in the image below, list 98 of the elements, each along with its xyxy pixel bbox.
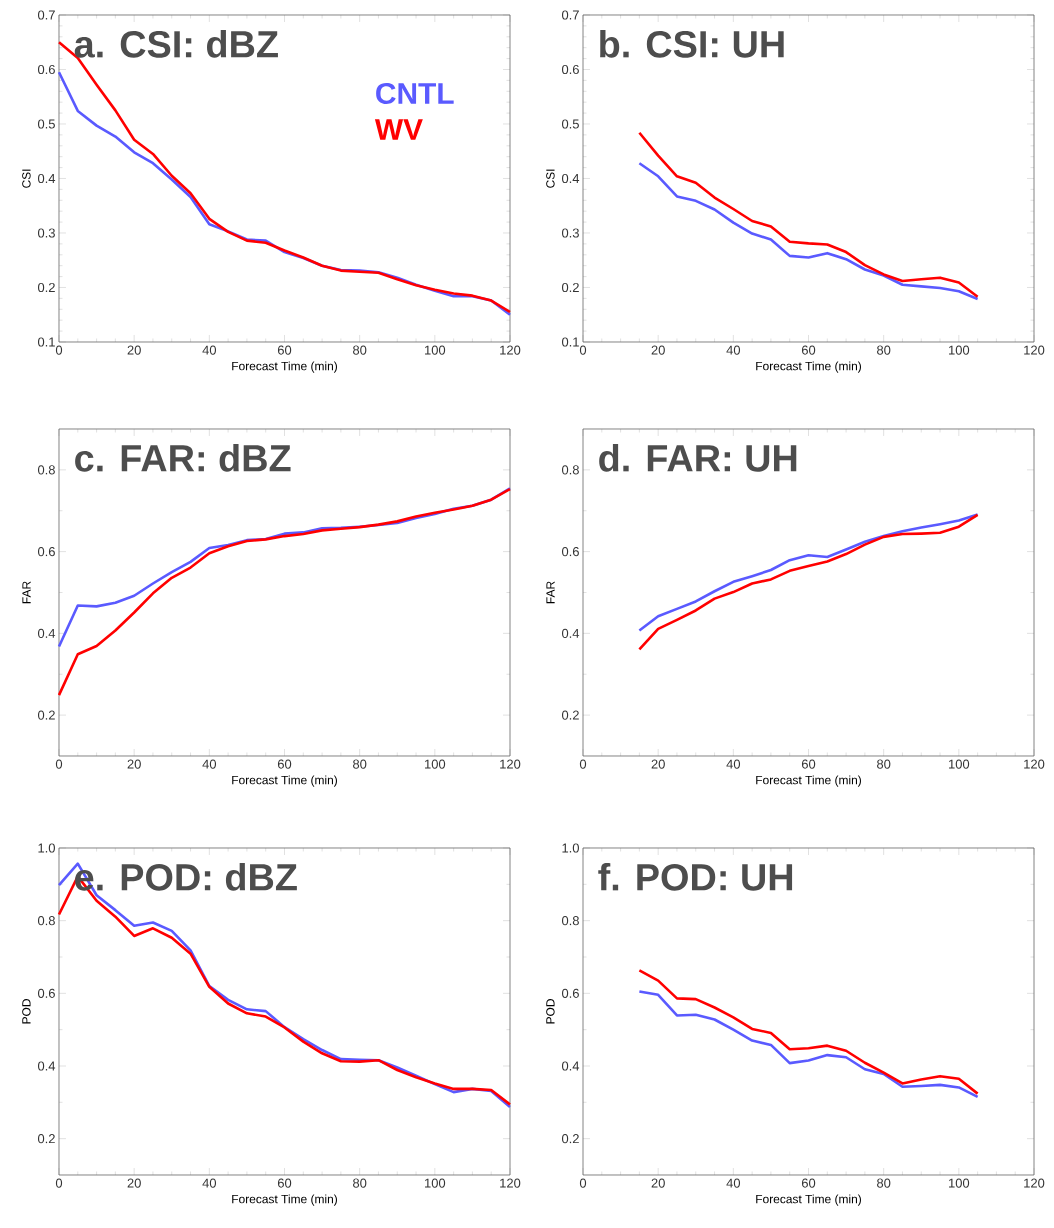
x-axis-title: Forecast Time (min) bbox=[756, 1194, 861, 1206]
y-tick-label: 0.8 bbox=[561, 465, 579, 475]
x-tick-label: 60 bbox=[801, 759, 816, 769]
x-tick-label: 0 bbox=[579, 1178, 587, 1188]
x-tick-label: 20 bbox=[127, 345, 141, 355]
x-tick-label: 20 bbox=[651, 1178, 665, 1188]
x-tick-label: 20 bbox=[651, 345, 665, 355]
x-tick-label: 40 bbox=[202, 345, 217, 355]
x-tick-label: 120 bbox=[500, 1178, 521, 1188]
line-series bbox=[638, 131, 979, 299]
x-tick-label: 80 bbox=[353, 759, 367, 769]
y-tick-label: 0.6 bbox=[561, 547, 579, 557]
x-tick-label: 20 bbox=[651, 759, 665, 769]
y-tick-label: 0.5 bbox=[37, 119, 55, 129]
y-axis-title: CSI bbox=[22, 169, 31, 188]
y-tick-label: 0.6 bbox=[37, 988, 55, 998]
x-tick-label: 0 bbox=[579, 345, 587, 355]
y-tick-label: 1.0 bbox=[38, 843, 55, 853]
y-axis-title: CSI bbox=[546, 169, 555, 188]
line-series bbox=[57, 487, 512, 697]
x-tick-label: 80 bbox=[877, 1178, 891, 1188]
x-tick-label: 40 bbox=[202, 1178, 217, 1188]
x-axis-title: Forecast Time (min) bbox=[756, 775, 861, 787]
y-tick-label: 0.1 bbox=[561, 337, 579, 347]
x-axis-title: Forecast Time (min) bbox=[232, 361, 337, 373]
y-axis-title: FAR bbox=[546, 581, 555, 604]
x-tick-label: 40 bbox=[726, 759, 741, 769]
y-tick-label: 0.4 bbox=[561, 173, 580, 184]
x-tick-label: 0 bbox=[55, 1178, 63, 1188]
chart-title: c. FAR: dBZ bbox=[75, 443, 291, 472]
x-tick-label: 60 bbox=[801, 345, 816, 355]
y-tick-label: 0.7 bbox=[561, 10, 579, 20]
x-tick-label: 40 bbox=[726, 1178, 741, 1188]
y-tick-label: 0.6 bbox=[37, 547, 55, 557]
x-axis-title: Forecast Time (min) bbox=[756, 361, 861, 373]
x-tick-label: 100 bbox=[949, 759, 970, 769]
x-tick-label: 100 bbox=[425, 345, 446, 355]
x-tick-label: 120 bbox=[1024, 1178, 1045, 1188]
x-tick-label: 80 bbox=[353, 345, 367, 355]
chart-title: b. CSI: UH bbox=[600, 29, 784, 58]
x-tick-label: 60 bbox=[277, 1178, 292, 1188]
x-tick-label: 40 bbox=[726, 345, 741, 355]
y-tick-label: 0.6 bbox=[561, 988, 579, 998]
x-tick-label: 120 bbox=[1024, 759, 1045, 769]
text: CNTL bbox=[376, 82, 454, 105]
y-axis-title: FAR bbox=[22, 581, 31, 604]
x-tick-label: 120 bbox=[500, 759, 521, 769]
x-tick-label: 0 bbox=[579, 759, 587, 769]
x-tick-label: 100 bbox=[425, 1178, 446, 1188]
x-axis-title: Forecast Time (min) bbox=[232, 775, 337, 787]
x-tick-label: 0 bbox=[55, 345, 63, 355]
x-tick-label: 120 bbox=[1024, 345, 1045, 355]
y-tick-label: 0.1 bbox=[37, 337, 55, 347]
x-tick-label: 20 bbox=[127, 759, 141, 769]
y-tick-label: 0.7 bbox=[37, 10, 55, 20]
y-tick-label: 0.4 bbox=[561, 628, 580, 638]
y-tick-label: 0.2 bbox=[37, 282, 55, 293]
x-tick-label: 100 bbox=[949, 345, 970, 355]
x-axis-title: Forecast Time (min) bbox=[232, 1194, 337, 1206]
y-tick-label: 0.2 bbox=[561, 282, 579, 293]
chart-title: f. POD: UH bbox=[598, 862, 793, 891]
x-tick-label: 120 bbox=[500, 345, 521, 355]
y-tick-label: 0.4 bbox=[37, 1061, 56, 1071]
y-tick-label: 0.4 bbox=[37, 628, 56, 638]
x-tick-label: 0 bbox=[55, 759, 63, 769]
y-tick-label: 0.2 bbox=[37, 710, 55, 720]
line-series bbox=[638, 161, 979, 301]
x-tick-label: 80 bbox=[877, 345, 891, 355]
y-tick-label: 0.4 bbox=[561, 1061, 580, 1071]
x-tick-label: 100 bbox=[949, 1178, 970, 1188]
x-tick-label: 100 bbox=[425, 759, 446, 769]
x-tick-label: 40 bbox=[202, 759, 217, 769]
y-tick-label: 0.8 bbox=[561, 916, 579, 926]
y-tick-label: 0.3 bbox=[37, 228, 55, 238]
x-tick-label: 60 bbox=[277, 759, 292, 769]
x-tick-label: 60 bbox=[801, 1178, 816, 1188]
y-tick-label: 0.8 bbox=[37, 465, 55, 475]
line-series bbox=[638, 969, 979, 1095]
x-tick-label: 20 bbox=[127, 1178, 141, 1188]
y-tick-label: 0.4 bbox=[37, 173, 56, 184]
line-series bbox=[638, 990, 979, 1099]
y-tick-label: 0.2 bbox=[561, 710, 579, 720]
y-tick-label: 0.3 bbox=[561, 228, 579, 238]
chart-title: a. CSI: dBZ bbox=[74, 29, 278, 58]
y-tick-label: 0.8 bbox=[37, 916, 55, 926]
y-tick-label: 0.6 bbox=[37, 64, 55, 75]
text: WV bbox=[374, 119, 423, 140]
y-tick-label: 0.5 bbox=[561, 119, 579, 129]
x-tick-label: 80 bbox=[877, 759, 891, 769]
y-tick-label: 0.6 bbox=[561, 64, 579, 75]
x-tick-label: 60 bbox=[277, 345, 292, 355]
y-tick-label: 1.0 bbox=[562, 843, 579, 853]
chart-title: d. FAR: UH bbox=[599, 443, 797, 472]
y-tick-label: 0.2 bbox=[37, 1134, 55, 1144]
y-axis-title: POD bbox=[546, 999, 555, 1024]
y-axis-title: POD bbox=[22, 999, 31, 1024]
x-tick-label: 80 bbox=[353, 1178, 367, 1188]
y-tick-label: 0.2 bbox=[561, 1134, 579, 1144]
